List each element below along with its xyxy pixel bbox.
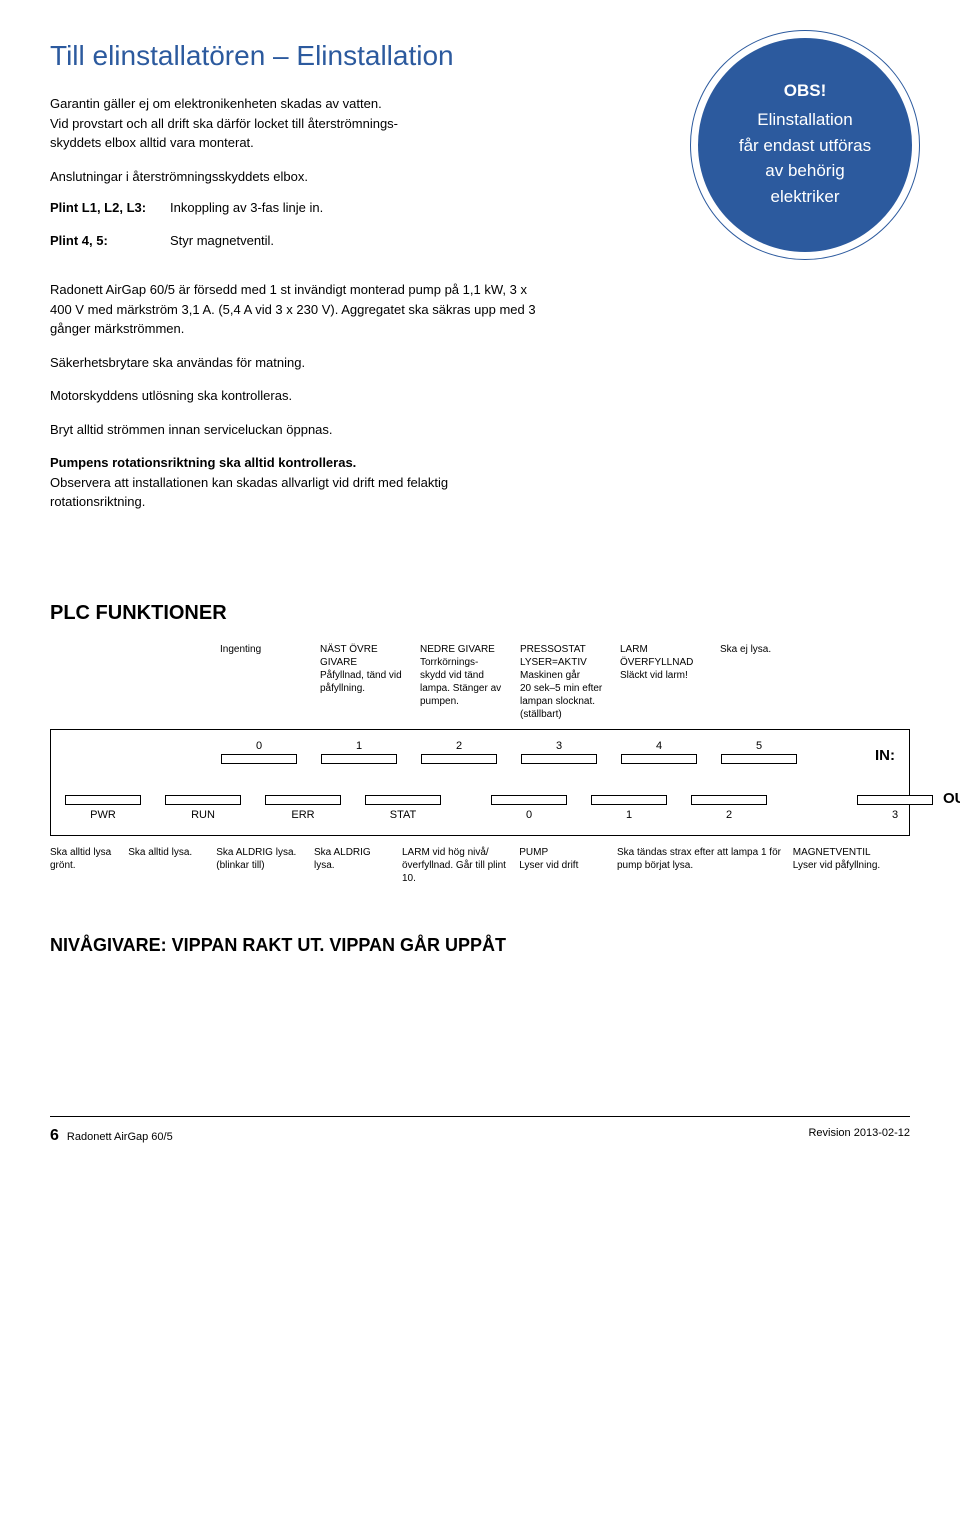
intro-paragraph-2: Anslutningar i återströmningsskyddets el… — [50, 167, 590, 187]
plc-heading: PLC FUNKTIONER — [50, 602, 910, 625]
paragraph-7-rest: Observera att installationen kan skadas … — [50, 475, 448, 510]
plc-out-label: OUT: — [943, 790, 960, 807]
plc-out-0: 0 — [491, 795, 567, 821]
plc-out-run: RUN — [165, 795, 241, 821]
plc-out-3: 3 — [857, 795, 933, 821]
notice-badge: OBS! Elinstallation får endast utföras a… — [690, 30, 920, 260]
plc-out-desc-run: Ska alltid lysa. — [128, 846, 216, 885]
notice-line-3: av behörig — [765, 158, 844, 184]
paragraph-3: Radonett AirGap 60/5 är försedd med 1 st… — [50, 280, 550, 339]
plint-45-label: Plint 4, 5: — [50, 233, 170, 248]
page-footer: 6 Radonett AirGap 60/5 Revision 2013-02-… — [50, 1116, 910, 1145]
plc-in-desc-2: NEDRE GIVARE Torrkörnings- skydd vid tän… — [420, 643, 520, 721]
plc-out-desc-pwr: Ska alltid lysa grönt. — [50, 846, 128, 885]
plc-out-stat: STAT — [365, 795, 441, 821]
plc-in-slot-2: 2 — [421, 740, 497, 764]
plc-in-descriptions: Ingenting NÄST ÖVRE GIVARE Påfyllnad, tä… — [220, 643, 910, 721]
notice-line-4: elektriker — [771, 184, 840, 210]
plc-in-desc-5: Ska ej lysa. — [720, 643, 820, 721]
plc-in-label: IN: — [875, 747, 895, 764]
page-number: 6 — [50, 1127, 59, 1145]
plint-l123-value: Inkoppling av 3-fas linje in. — [170, 200, 323, 215]
product-name: Radonett AirGap 60/5 — [67, 1131, 173, 1143]
plc-out-desc-3: MAGNETVENTIL Lyser vid påfyllning. — [793, 846, 910, 885]
plc-in-desc-3: PRESSOSTAT LYSER=AKTIV Maskinen går 20 s… — [520, 643, 620, 721]
plc-out-desc-err: Ska ALDRIG lysa. (blinkar till) — [216, 846, 314, 885]
plc-out-desc-0: LARM vid hög nivå/ överfyllnad. Går till… — [402, 846, 519, 885]
plint-45-value: Styr magnetventil. — [170, 233, 274, 248]
plc-in-slot-5: 5 — [721, 740, 797, 764]
page-title: Till elinstallatören – Elinstallation — [50, 40, 590, 72]
plc-out-descriptions: Ska alltid lysa grönt. Ska alltid lysa. … — [50, 846, 910, 885]
plc-in-slot-4: 4 — [621, 740, 697, 764]
paragraph-5: Motorskyddens utlösning ska kontrolleras… — [50, 386, 910, 406]
paragraph-6: Bryt alltid strömmen innan serviceluckan… — [50, 420, 910, 440]
plc-in-desc-1: NÄST ÖVRE GIVARE Påfyllnad, tänd vid påf… — [320, 643, 420, 721]
plc-out-desc-2: Ska tändas strax efter att lampa 1 för p… — [617, 846, 793, 885]
notice-line-2: får endast utföras — [739, 133, 871, 159]
plc-out-desc-stat: Ska ALDRIG lysa. — [314, 846, 402, 885]
plc-in-slot-0: 0 — [221, 740, 297, 764]
plc-out-desc-1: PUMP Lyser vid drift — [519, 846, 617, 885]
plc-out-err: ERR — [265, 795, 341, 821]
nivagivare-heading: NIVÅGIVARE: VIPPAN RAKT UT. VIPPAN GÅR U… — [50, 935, 910, 956]
intro-paragraph-1: Garantin gäller ej om elektronikenheten … — [50, 94, 590, 153]
revision-text: Revision 2013-02-12 — [808, 1127, 910, 1145]
plc-in-slot-3: 3 — [521, 740, 597, 764]
plint-l123-label: Plint L1, L2, L3: — [50, 200, 170, 215]
plc-out-1: 1 — [591, 795, 667, 821]
plc-in-desc-0: Ingenting — [220, 643, 320, 721]
plc-out-2: 2 — [691, 795, 767, 821]
plc-in-desc-4: LARM ÖVERFYLLNAD Släckt vid larm! — [620, 643, 720, 721]
paragraph-7-bold: Pumpens rotationsriktning ska alltid kon… — [50, 455, 356, 470]
plc-out-pwr: PWR — [65, 795, 141, 821]
plc-in-slot-1: 1 — [321, 740, 397, 764]
plc-box: 0 1 2 3 4 5 IN: PWR RUN ERR STAT 0 1 2 3… — [50, 729, 910, 836]
notice-obs: OBS! — [784, 81, 827, 101]
notice-line-1: Elinstallation — [757, 107, 852, 133]
paragraph-4: Säkerhetsbrytare ska användas för matnin… — [50, 353, 910, 373]
